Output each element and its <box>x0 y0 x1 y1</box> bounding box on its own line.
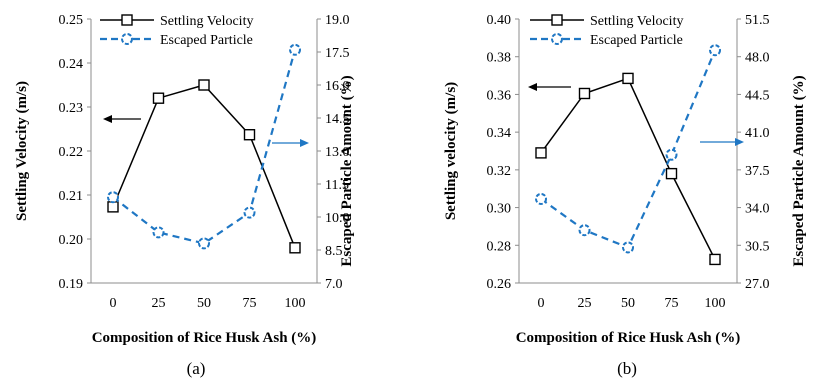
y-tick-label: 0.40 <box>487 13 512 28</box>
x-tick-label: 0 <box>110 296 117 311</box>
y2-tick-label: 51.5 <box>745 13 770 28</box>
data-point-circle <box>107 191 119 204</box>
data-point-circle <box>152 226 165 239</box>
legend-label: Escaped Particle <box>160 33 253 48</box>
data-point-square <box>535 147 547 159</box>
y2-tick-label: 13.0 <box>325 145 350 160</box>
series-settling-velocity <box>535 72 721 266</box>
y-tick-label: 0.20 <box>59 233 84 248</box>
y-tick-label: 0.22 <box>59 145 84 160</box>
right-arrowhead <box>300 139 309 147</box>
legend-marker-square <box>551 14 563 26</box>
data-point-square <box>622 72 634 85</box>
data-point-circle <box>709 44 721 57</box>
y2-tick-label: 48.0 <box>745 51 770 66</box>
y2-tick-label: 41.0 <box>745 126 770 141</box>
data-point-circle <box>243 206 256 219</box>
y2-tick-label: 8.5 <box>325 244 343 259</box>
y-tick-label: 0.21 <box>59 189 84 204</box>
y2-tick-label: 34.0 <box>745 202 770 217</box>
y-tick-label: 0.36 <box>487 88 512 103</box>
series-settling-velocity <box>107 79 301 254</box>
y2-tick-label: 37.5 <box>745 164 770 179</box>
x-axis-title: Composition of Rice Husk Ash (%) <box>516 330 741 346</box>
right-arrowhead <box>735 138 744 146</box>
legend-label: Settling Velocity <box>160 14 253 29</box>
data-point-square <box>709 253 721 266</box>
y2-tick-label: 14.5 <box>325 112 350 127</box>
x-tick-label: 25 <box>578 296 592 311</box>
data-point-circle <box>535 192 547 205</box>
y-tick-label: 0.23 <box>59 101 84 116</box>
data-point-circle <box>289 43 301 56</box>
data-point-circle <box>665 148 678 161</box>
legend: Settling Velocity Escaped Particle <box>530 14 683 48</box>
y-tick-label: 0.38 <box>487 51 512 66</box>
data-point-square <box>578 87 591 100</box>
left-arrowhead <box>103 115 112 123</box>
series-line <box>540 77 716 260</box>
y2-tick-label: 16.0 <box>325 79 350 94</box>
figure-caption: (a) <box>187 359 206 378</box>
y2-axis-title: Escaped Particle Amount (%) <box>339 75 355 266</box>
legend-marker-circle <box>121 33 133 45</box>
y2-tick-label: 44.5 <box>745 88 770 103</box>
y2-tick-label: 7.0 <box>325 277 343 292</box>
legend-label: Settling Velocity <box>590 14 683 29</box>
legend-label: Escaped Particle <box>590 33 683 48</box>
x-axis-title: Composition of Rice Husk Ash (%) <box>92 330 317 346</box>
y-axis-title: Settling velocity (m/s) <box>443 82 459 220</box>
y2-tick-label: 27.0 <box>745 277 770 292</box>
y-tick-label: 0.25 <box>59 13 84 28</box>
y-tick-label: 0.24 <box>59 57 84 72</box>
data-point-circle <box>198 237 210 250</box>
legend-marker-square <box>121 14 133 26</box>
x-tick-label: 25 <box>152 296 166 311</box>
x-tick-label: 75 <box>243 296 257 311</box>
y2-tick-label: 30.5 <box>745 239 770 254</box>
x-tick-label: 0 <box>538 296 545 311</box>
y-tick-label: 0.34 <box>487 126 512 141</box>
y-axis-title: Settling Velocity (m/s) <box>14 81 30 221</box>
data-point-circle <box>622 241 634 254</box>
data-point-square <box>152 92 165 104</box>
data-point-square <box>665 167 678 180</box>
y-tick-label: 0.30 <box>487 202 512 217</box>
y-tick-label: 0.19 <box>59 277 84 292</box>
series-line <box>112 84 296 249</box>
data-point-circle <box>578 224 591 237</box>
series-line <box>112 49 297 245</box>
y2-axis-title: Escaped Particle Amount (%) <box>791 75 807 266</box>
y-tick-label: 0.26 <box>487 277 512 292</box>
chart-panel-b: 0.26 0.28 0.30 0.32 0.34 0.36 0.38 0.40 27.0 30.5… <box>443 13 807 378</box>
y2-tick-label: 17.5 <box>325 46 350 61</box>
x-tick-label: 100 <box>705 296 726 311</box>
chart-panel-a: 0.19 0.20 0.21 0.22 0.23 0.24 0.25 7.0 8.5 10.0 11… <box>14 13 355 378</box>
x-tick-label: 50 <box>621 296 635 311</box>
data-point-square <box>289 242 301 254</box>
data-point-square <box>243 129 256 141</box>
y2-tick-label: 11.5 <box>325 178 349 193</box>
data-point-square <box>198 79 210 91</box>
x-tick-label: 75 <box>665 296 679 311</box>
y-tick-label: 0.28 <box>487 239 512 254</box>
x-tick-label: 50 <box>197 296 211 311</box>
legend: Settling Velocity Escaped Particle <box>100 14 253 48</box>
series-escaped-particle <box>535 44 721 254</box>
left-arrowhead <box>528 83 537 91</box>
data-point-square <box>107 201 119 213</box>
y-tick-label: 0.32 <box>487 164 512 179</box>
legend-marker-circle <box>551 33 563 45</box>
x-tick-label: 100 <box>285 296 306 311</box>
figure-caption: (b) <box>617 359 637 378</box>
y2-tick-label: 10.0 <box>325 211 350 226</box>
y2-tick-label: 19.0 <box>325 13 350 28</box>
series-escaped-particle <box>107 43 301 250</box>
